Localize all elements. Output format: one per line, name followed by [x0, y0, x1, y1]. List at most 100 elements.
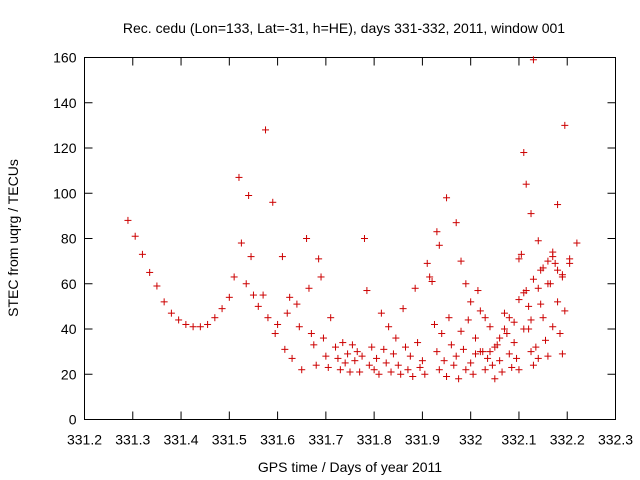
- data-point: [382, 359, 390, 367]
- data-point: [353, 348, 361, 356]
- data-point: [377, 309, 385, 317]
- data-point: [476, 307, 484, 315]
- data-point: [467, 298, 475, 306]
- data-point: [196, 323, 204, 331]
- x-tick-label: 331.6: [260, 432, 295, 448]
- data-point: [554, 266, 562, 274]
- data-point: [189, 323, 197, 331]
- data-point: [336, 366, 344, 374]
- data-point: [472, 334, 480, 342]
- data-point: [293, 300, 301, 308]
- data-point: [249, 291, 257, 299]
- data-point: [414, 339, 422, 347]
- data-point: [235, 173, 243, 181]
- data-point: [498, 368, 506, 376]
- x-tick-label: 331.9: [405, 432, 440, 448]
- data-point: [317, 273, 325, 281]
- data-point: [515, 366, 523, 374]
- data-point: [286, 293, 294, 301]
- x-tick-label: 331.2: [67, 432, 102, 448]
- data-point: [517, 250, 525, 258]
- data-point: [459, 345, 467, 353]
- data-point: [358, 352, 366, 360]
- data-point: [245, 192, 253, 200]
- data-point: [348, 341, 356, 349]
- x-tick-label: 331.5: [212, 432, 247, 448]
- data-point: [433, 228, 441, 236]
- data-point: [423, 259, 431, 267]
- data-point: [561, 121, 569, 129]
- data-point: [539, 264, 547, 272]
- data-point: [510, 318, 518, 326]
- data-point: [527, 210, 535, 218]
- data-point: [476, 348, 484, 356]
- data-point: [515, 296, 523, 304]
- data-point: [445, 314, 453, 322]
- data-point: [283, 309, 291, 317]
- data-point: [327, 314, 335, 322]
- data-point: [392, 334, 400, 342]
- data-point: [529, 275, 537, 283]
- data-point: [339, 339, 347, 347]
- data-point: [131, 232, 139, 240]
- data-point: [332, 343, 340, 351]
- y-tick-label: 80: [61, 231, 77, 247]
- data-point: [469, 370, 477, 378]
- data-point: [566, 255, 574, 263]
- data-point: [527, 316, 535, 324]
- data-point: [344, 350, 352, 358]
- data-point: [505, 314, 513, 322]
- data-point: [298, 366, 306, 374]
- data-point: [452, 352, 460, 360]
- data-point: [230, 273, 238, 281]
- data-point: [274, 320, 282, 328]
- data-point: [503, 330, 511, 338]
- data-point: [153, 282, 161, 290]
- data-point: [440, 357, 448, 365]
- data-point: [542, 336, 550, 344]
- data-point: [416, 363, 424, 371]
- data-point: [430, 320, 438, 328]
- data-point: [522, 287, 530, 295]
- data-point: [389, 350, 397, 358]
- data-point: [370, 366, 378, 374]
- data-point: [385, 323, 393, 331]
- data-point: [554, 298, 562, 306]
- data-point: [510, 339, 518, 347]
- data-point: [491, 343, 499, 351]
- data-point: [455, 375, 463, 383]
- data-point: [138, 250, 146, 258]
- data-point: [175, 316, 183, 324]
- data-point: [428, 277, 436, 285]
- x-tick-label: 331.7: [308, 432, 343, 448]
- data-point: [380, 345, 388, 353]
- data-point: [402, 343, 410, 351]
- data-point: [303, 235, 311, 242]
- data-point: [443, 194, 451, 202]
- data-point: [522, 180, 530, 188]
- data-point: [237, 239, 245, 247]
- y-axis-label: STEC from uqrg / TECUs: [5, 159, 21, 317]
- data-point: [319, 334, 327, 342]
- data-point: [368, 343, 376, 351]
- data-point: [486, 323, 494, 331]
- y-tick-label: 60: [61, 276, 77, 292]
- data-point: [474, 287, 482, 295]
- data-point: [351, 357, 359, 365]
- data-point: [534, 237, 542, 245]
- data-point: [527, 348, 535, 356]
- data-point: [295, 323, 303, 331]
- data-point: [462, 280, 470, 288]
- data-point: [438, 330, 446, 338]
- data-point: [481, 366, 489, 374]
- data-point: [204, 320, 212, 328]
- x-tick-label: 331.8: [357, 432, 392, 448]
- data-point: [558, 350, 566, 358]
- data-point: [259, 291, 267, 299]
- data-point: [409, 373, 417, 381]
- data-point: [462, 366, 470, 374]
- data-point: [467, 359, 475, 367]
- x-tick-label: 331.4: [164, 432, 199, 448]
- data-point: [520, 149, 528, 157]
